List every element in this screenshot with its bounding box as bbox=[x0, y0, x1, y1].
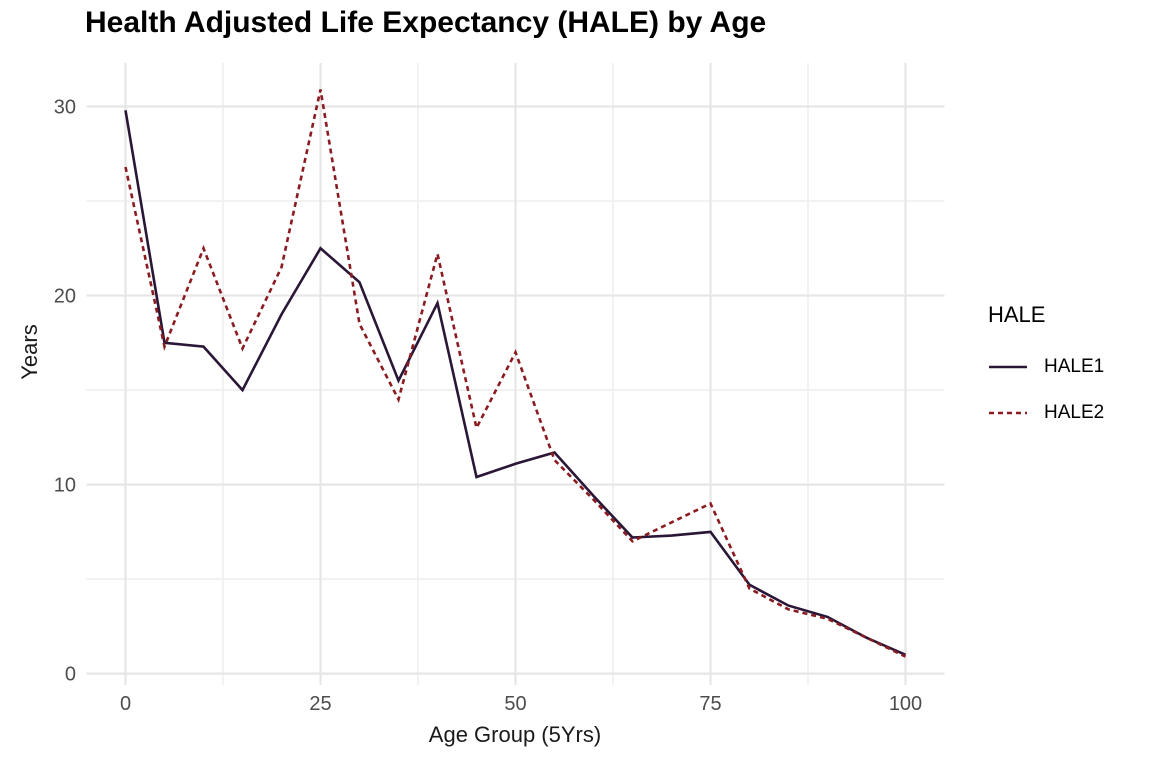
y-tick-label: 0 bbox=[65, 664, 76, 686]
y-tick-label: 30 bbox=[54, 96, 76, 118]
y-axis-title: Years bbox=[17, 324, 42, 380]
legend-entry-hale1: HALE1 bbox=[982, 352, 1150, 382]
hale1-legend-key-line bbox=[989, 365, 1027, 369]
y-tick-label: 10 bbox=[54, 475, 76, 497]
x-tick-label: 75 bbox=[699, 693, 721, 715]
legend-title: HALE bbox=[988, 302, 1046, 327]
hale2-line bbox=[124, 89, 907, 658]
x-tick-label: 25 bbox=[309, 693, 331, 715]
x-tick-label: 0 bbox=[120, 693, 131, 715]
x-tick-label: 50 bbox=[504, 693, 526, 715]
hale2-legend-key-line bbox=[989, 411, 1027, 415]
legend-label-hale2: HALE2 bbox=[1044, 402, 1105, 423]
y-tick-label: 20 bbox=[54, 286, 76, 308]
legend-entry-hale2: HALE2 bbox=[982, 398, 1150, 428]
x-axis-title: Age Group (5Yrs) bbox=[428, 722, 602, 747]
hale1-line bbox=[124, 110, 907, 656]
legend: HALE HALE1 HALE2 bbox=[982, 302, 1150, 444]
chart-title: Health Adjusted Life Expectancy (HALE) b… bbox=[85, 6, 767, 39]
x-tick-label: 100 bbox=[889, 693, 922, 715]
legend-label-hale1: HALE1 bbox=[1044, 356, 1105, 377]
